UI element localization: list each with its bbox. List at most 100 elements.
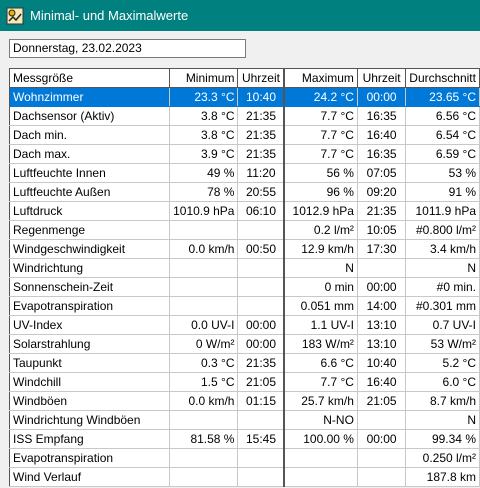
cell-minimum: 0.0 km/h bbox=[169, 391, 239, 411]
cell-max-time: 17:30 bbox=[357, 239, 407, 259]
cell-minimum: 23.3 °C bbox=[169, 87, 239, 107]
cell-min-time: 20:55 bbox=[237, 182, 286, 202]
table-row[interactable]: Evapotranspiration 0.051 mm 14:00 #0.301 mm bbox=[8, 296, 480, 316]
column-header-minimum[interactable]: Minimum bbox=[169, 68, 239, 88]
cell-name: Wind Verlauf bbox=[8, 467, 171, 487]
cell-name: Taupunkt bbox=[8, 353, 171, 373]
cell-minimum: 3.9 °C bbox=[169, 144, 239, 164]
cell-minimum: 49 % bbox=[169, 163, 239, 183]
table-row[interactable]: Luftfeuchte Außen 78 % 20:55 96 % 09:20 91 % bbox=[8, 182, 480, 202]
cell-min-time bbox=[237, 220, 286, 240]
cell-minimum: 0.3 °C bbox=[169, 353, 239, 373]
cell-min-time: 00:50 bbox=[237, 239, 286, 259]
column-header-min-time[interactable]: Uhrzeit bbox=[237, 68, 286, 88]
cell-maximum bbox=[284, 448, 358, 468]
table-row[interactable]: Luftfeuchte Innen 49 % 11:20 56 % 07:05 53 % bbox=[8, 163, 480, 183]
cell-max-time: 16:40 bbox=[357, 125, 407, 145]
table-row[interactable]: Windrichtung N N bbox=[8, 258, 480, 278]
cell-max-time: 13:10 bbox=[357, 315, 407, 335]
cell-name: Regenmenge bbox=[8, 220, 171, 240]
cell-minimum: 78 % bbox=[169, 182, 239, 202]
cell-max-time: 13:10 bbox=[357, 334, 407, 354]
table-row[interactable]: Regenmenge 0.2 l/m² 10:05 #0.800 l/m² bbox=[8, 220, 480, 240]
cell-minimum: 0.0 km/h bbox=[169, 239, 239, 259]
cell-maximum: 96 % bbox=[284, 182, 358, 202]
cell-maximum: 25.7 km/h bbox=[284, 391, 358, 411]
cell-max-time: 09:20 bbox=[357, 182, 407, 202]
cell-minimum: 1.5 °C bbox=[169, 372, 239, 392]
cell-maximum: 0.2 l/m² bbox=[284, 220, 358, 240]
date-field[interactable]: Donnerstag, 23.02.2023 bbox=[9, 39, 246, 58]
cell-maximum: 7.7 °C bbox=[284, 106, 358, 126]
cell-name: Luftfeuchte Innen bbox=[8, 163, 171, 183]
cell-name: ISS Empfang bbox=[8, 429, 171, 449]
cell-minimum: 0 W/m² bbox=[169, 334, 239, 354]
table-row[interactable]: Evapotranspiration 0.250 l/m² bbox=[8, 448, 480, 468]
cell-min-time: 21:35 bbox=[237, 353, 286, 373]
column-header-max-time[interactable]: Uhrzeit bbox=[357, 68, 407, 88]
table-row[interactable]: Windchill 1.5 °C 21:05 7.7 °C 16:40 6.0 °C bbox=[8, 372, 480, 392]
cell-maximum: 183 W/m² bbox=[284, 334, 358, 354]
cell-name: Solarstrahlung bbox=[8, 334, 171, 354]
cell-name: Luftfeuchte Außen bbox=[8, 182, 171, 202]
cell-maximum: 0.051 mm bbox=[284, 296, 358, 316]
table-row[interactable]: Windböen 0.0 km/h 01:15 25.7 km/h 21:05 8.7 k… bbox=[8, 391, 480, 411]
min-max-table: Messgröße Minimum Uhrzeit Maximum Uhrzei… bbox=[8, 68, 480, 487]
cell-name: Windrichtung Windböen bbox=[8, 410, 171, 430]
cell-name: Windböen bbox=[8, 391, 171, 411]
table-row[interactable]: Dach max. 3.9 °C 21:35 7.7 °C 16:35 6.59 °C bbox=[8, 144, 480, 164]
cell-maximum: 1.1 UV-I bbox=[284, 315, 358, 335]
cell-maximum: 7.7 °C bbox=[284, 125, 358, 145]
cell-max-time: 00:00 bbox=[357, 277, 407, 297]
cell-name: Wohnzimmer bbox=[8, 87, 171, 107]
table-row[interactable]: Luftdruck 1010.9 hPa 06:10 1012.9 hPa 21:35 1… bbox=[8, 201, 480, 221]
cell-average: #0.800 l/m² bbox=[405, 220, 480, 240]
cell-maximum: 24.2 °C bbox=[284, 87, 358, 107]
cell-max-time: 16:35 bbox=[357, 106, 407, 126]
cell-average: #0 min. bbox=[405, 277, 480, 297]
cell-max-time: 16:35 bbox=[357, 144, 407, 164]
cell-minimum bbox=[169, 258, 239, 278]
table-row[interactable]: ISS Empfang 81.58 % 15:45 100.00 % 00:00 99.3… bbox=[8, 429, 480, 449]
cell-average: 23.65 °C bbox=[405, 87, 480, 107]
cell-minimum bbox=[169, 448, 239, 468]
table-header-row: Messgröße Minimum Uhrzeit Maximum Uhrzei… bbox=[8, 68, 480, 88]
cell-min-time: 21:35 bbox=[237, 106, 286, 126]
table-row[interactable]: Windrichtung Windböen N-NO N bbox=[8, 410, 480, 430]
cell-min-time: 15:45 bbox=[237, 429, 286, 449]
cell-minimum bbox=[169, 410, 239, 430]
cell-max-time: 10:05 bbox=[357, 220, 407, 240]
cell-max-time: 21:35 bbox=[357, 201, 407, 221]
cell-min-time bbox=[237, 258, 286, 278]
table-row[interactable]: Taupunkt 0.3 °C 21:35 6.6 °C 10:40 5.2 °C bbox=[8, 353, 480, 373]
cell-max-time: 00:00 bbox=[357, 429, 407, 449]
column-header-average[interactable]: Durchschnitt bbox=[405, 68, 480, 88]
cell-maximum: N-NO bbox=[284, 410, 358, 430]
cell-min-time: 01:15 bbox=[237, 391, 286, 411]
cell-max-time: 14:00 bbox=[357, 296, 407, 316]
cell-average: 6.0 °C bbox=[405, 372, 480, 392]
table-row[interactable]: Solarstrahlung 0 W/m² 00:00 183 W/m² 13:10 53… bbox=[8, 334, 480, 354]
cell-minimum: 3.8 °C bbox=[169, 125, 239, 145]
table-row[interactable]: UV-Index 0.0 UV-I 00:00 1.1 UV-I 13:10 0.7 UV… bbox=[8, 315, 480, 335]
table-row[interactable]: Windgeschwindigkeit 0.0 km/h 00:50 12.9 km/… bbox=[8, 239, 480, 259]
cell-maximum bbox=[284, 467, 358, 487]
cell-name: Windchill bbox=[8, 372, 171, 392]
table-row[interactable]: Wind Verlauf 187.8 km bbox=[8, 467, 480, 487]
column-header-maximum[interactable]: Maximum bbox=[284, 68, 358, 88]
table-row[interactable]: Dachsensor (Aktiv) 3.8 °C 21:35 7.7 °C 16:35… bbox=[8, 106, 480, 126]
cell-average: 0.7 UV-I bbox=[405, 315, 480, 335]
cell-average: 6.54 °C bbox=[405, 125, 480, 145]
cell-name: Luftdruck bbox=[8, 201, 171, 221]
table-row[interactable]: Sonnenschein-Zeit 0 min 00:00 #0 min. bbox=[8, 277, 480, 297]
cell-average: N bbox=[405, 258, 480, 278]
cell-min-time: 21:35 bbox=[237, 125, 286, 145]
cell-maximum: 56 % bbox=[284, 163, 358, 183]
cell-min-time: 00:00 bbox=[237, 315, 286, 335]
column-header-messgroesse[interactable]: Messgröße bbox=[8, 68, 171, 88]
table-row[interactable]: Dach min. 3.8 °C 21:35 7.7 °C 16:40 6.54 °C bbox=[8, 125, 480, 145]
cell-maximum: 1012.9 hPa bbox=[284, 201, 358, 221]
cell-maximum: 100.00 % bbox=[284, 429, 358, 449]
table-row[interactable]: Wohnzimmer 23.3 °C 10:40 24.2 °C 00:00 23.65 … bbox=[8, 87, 480, 107]
cell-min-time bbox=[237, 410, 286, 430]
